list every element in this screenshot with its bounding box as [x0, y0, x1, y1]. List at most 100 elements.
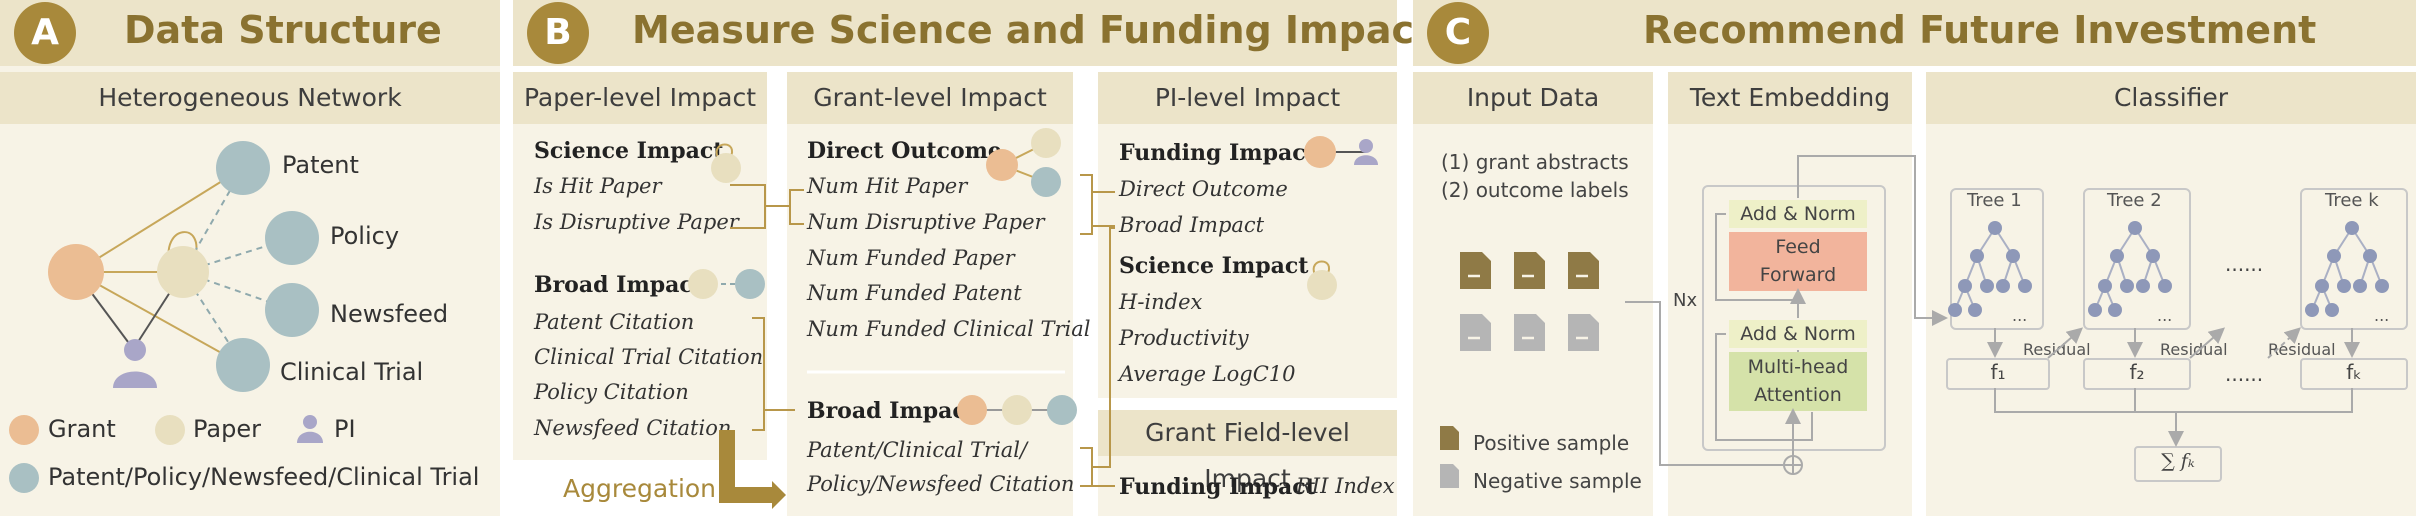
aggregation-label: Aggregation	[563, 474, 717, 503]
tree-node	[2325, 303, 2339, 317]
tree-node	[2108, 303, 2122, 317]
pi-science-item-1: H-index	[1119, 290, 1203, 314]
paper-level-column	[513, 72, 767, 460]
tree-2-box	[2083, 188, 2191, 330]
input-data-header: Input Data	[1413, 72, 1653, 124]
panel-b-title: Measure Science and Funding Impact	[632, 8, 1433, 52]
tree-2-label: Tree 2	[2107, 190, 2162, 211]
input-item-1: (1) grant abstracts	[1441, 150, 1629, 174]
field-level-header: Grant Field-level Impact	[1098, 410, 1397, 493]
paper-broad-icon	[688, 269, 765, 299]
fk-label: fₖ	[2346, 360, 2362, 384]
grant-direct-item-1: Num Hit Paper	[807, 174, 968, 198]
paper-broad-item-3: Policy Citation	[534, 380, 689, 404]
pi-science-item-2: Productivity	[1119, 326, 1249, 350]
legend-positive-icon	[1440, 426, 1459, 450]
newsfeed-label: Newsfeed	[330, 300, 449, 328]
funcs-dots: ......	[2225, 362, 2264, 386]
grant-broad-title: Broad Impact	[807, 398, 976, 424]
sum-label: ∑ fₖ	[2161, 450, 2195, 472]
add-norm-bottom: Add & Norm	[1729, 320, 1867, 348]
tree-node	[1948, 303, 1962, 317]
legend-pi-label: PI	[334, 415, 356, 443]
grant-level-column	[787, 72, 1073, 516]
pi-node	[113, 339, 157, 388]
tree-node	[2158, 279, 2172, 293]
pi-funding-item-1: Direct Outcome	[1119, 177, 1288, 201]
fk-box	[2300, 358, 2408, 390]
tree-node	[2088, 303, 2102, 317]
patent-node	[216, 141, 270, 195]
panel-a-badge: A	[14, 2, 76, 64]
grant-direct-item-2: Num Disruptive Paper	[807, 210, 1045, 234]
f1-label: f₁	[1990, 360, 2006, 384]
tree-node	[2345, 221, 2359, 235]
panel-a-title: Data Structure	[124, 8, 442, 52]
tree-node	[2315, 279, 2329, 293]
grant-direct-icon	[986, 128, 1061, 197]
panel-a-subtitle: Heterogeneous Network	[0, 72, 500, 124]
paper-broad-item-2: Clinical Trial Citation	[534, 345, 764, 369]
paper-broad-title: Broad Impact	[534, 272, 703, 298]
grant-broad-item-2: Policy/Newsfeed Citation	[807, 472, 1075, 496]
pi-science-item-3: Average LogC10	[1119, 362, 1296, 386]
negative-samples	[1460, 314, 1599, 351]
attention-line-1: Multi-head	[1747, 356, 1849, 378]
legend-negative-icon	[1440, 464, 1459, 488]
tree-node	[2363, 249, 2377, 263]
field-funding-value: RII Index	[1296, 474, 1395, 498]
tree-node	[2006, 249, 2020, 263]
feed-forward-line-1: Feed	[1775, 236, 1821, 258]
positive-samples	[1460, 252, 1599, 289]
pi-science-icon	[1307, 260, 1337, 300]
panel-a-header	[0, 0, 500, 66]
tree-node	[2327, 249, 2341, 263]
tree-1-label: Tree 1	[1967, 190, 2022, 211]
grant-direct-item-3: Num Funded Paper	[807, 246, 1015, 270]
tree-node	[2136, 279, 2150, 293]
paper-broad-item-1: Patent Citation	[534, 310, 695, 334]
legend-grant-swatch	[9, 415, 39, 445]
paper-broad-item-4: Newsfeed Citation	[534, 416, 732, 440]
attention-box: Multi-head Attention	[1729, 352, 1867, 411]
legend-negative-label: Negative sample	[1473, 469, 1642, 493]
tree-node	[2146, 249, 2160, 263]
grant-broad-item-1: Patent/Clinical Trial/	[807, 438, 1028, 462]
tree-1-box	[1950, 188, 2044, 330]
pi-funding-icon	[1304, 136, 1378, 168]
tree-node	[2128, 221, 2142, 235]
pi-funding-title: Funding Impact	[1119, 140, 1316, 166]
pi-level-header: PI-level Impact	[1098, 72, 1397, 124]
tree-k-ellipsis: ...	[2374, 306, 2390, 325]
f1-box	[1946, 358, 2050, 390]
legend-pi-icon	[297, 415, 323, 443]
tree-node	[1996, 279, 2010, 293]
grant-direct-title: Direct Outcome	[807, 138, 1002, 164]
paper-science-item-1: Is Hit Paper	[534, 174, 662, 198]
tree-node	[1980, 279, 1994, 293]
policy-label: Policy	[330, 222, 400, 250]
panel-b-header	[513, 0, 1397, 66]
newsfeed-node	[265, 283, 319, 337]
tree-k-box	[2300, 188, 2408, 330]
paper-node	[157, 246, 209, 298]
tree-node	[2353, 279, 2367, 293]
legend-other-label: Patent/Policy/Newsfeed/Clinical Trial	[48, 463, 480, 491]
tree-glyphs	[1948, 221, 2389, 317]
clinical-trial-node	[216, 338, 270, 392]
panel-b-badge: B	[527, 2, 589, 64]
feed-forward-line-2: Forward	[1759, 264, 1837, 286]
grant-node	[48, 244, 104, 300]
trees-dots: ......	[2225, 252, 2264, 276]
paper-science-item-2: Is Disruptive Paper	[534, 210, 739, 234]
tree-node	[1968, 303, 1982, 317]
residual-label-2: Residual	[2160, 340, 2228, 359]
panel-c-badge: C	[1427, 2, 1489, 64]
policy-node	[265, 211, 319, 265]
tree-node	[2120, 279, 2134, 293]
tree-node	[2098, 279, 2112, 293]
clinical-trial-label: Clinical Trial	[280, 358, 424, 386]
field-funding-title: Funding Impact	[1119, 474, 1316, 500]
